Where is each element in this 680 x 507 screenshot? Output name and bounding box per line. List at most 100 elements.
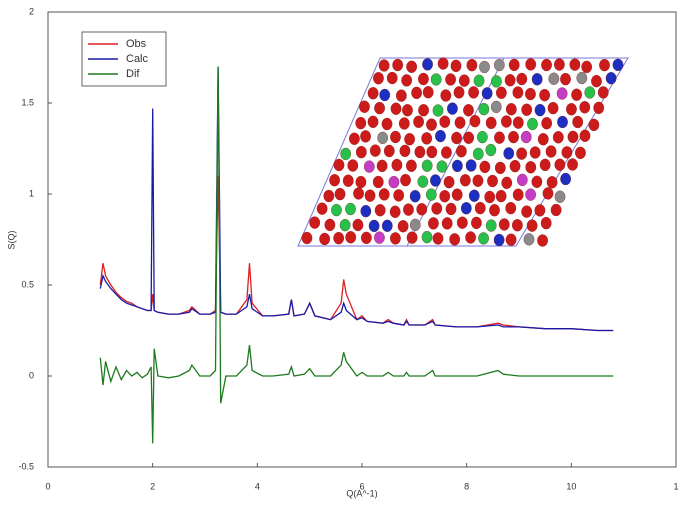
atom [390, 232, 401, 245]
atom [505, 233, 517, 246]
atom [485, 116, 497, 130]
atom [509, 159, 521, 173]
atom [505, 202, 517, 215]
atom [319, 232, 330, 246]
atom [548, 72, 560, 85]
atom [556, 87, 568, 100]
atom [309, 216, 321, 229]
atom [367, 87, 379, 100]
atom [360, 205, 372, 218]
atom [339, 219, 351, 232]
atom [554, 158, 566, 171]
atom [456, 145, 467, 158]
atom [373, 72, 384, 85]
atom [360, 130, 371, 143]
atom [393, 189, 405, 202]
atom [329, 174, 340, 187]
atom [534, 103, 546, 117]
x-tick-label: 10 [566, 481, 576, 491]
atom [379, 88, 391, 102]
atom [566, 103, 577, 116]
atom [417, 175, 429, 188]
atom [340, 147, 352, 161]
atom [402, 104, 413, 117]
atom [426, 145, 438, 159]
atom [398, 117, 410, 130]
atom [381, 117, 393, 131]
x-tick-label: 8 [464, 481, 469, 491]
atom [333, 158, 345, 172]
atom [512, 86, 524, 99]
atom [439, 190, 451, 203]
atom [554, 190, 566, 203]
atom [409, 190, 421, 203]
atom [529, 146, 541, 159]
atom [527, 117, 538, 131]
atom [521, 103, 533, 116]
atom [552, 131, 564, 144]
atom [426, 118, 437, 131]
atom [493, 58, 505, 72]
atom [591, 75, 602, 88]
atom [605, 72, 617, 85]
atom [523, 233, 535, 246]
atom [567, 158, 578, 171]
atom [456, 216, 468, 229]
atom [503, 147, 515, 160]
atom [539, 89, 550, 102]
atom [560, 172, 571, 186]
atom [560, 72, 571, 86]
atom [579, 101, 591, 114]
atom [449, 233, 460, 246]
atom [388, 175, 400, 189]
atom [516, 173, 528, 187]
atom [567, 130, 579, 144]
atom [347, 159, 359, 172]
atom [374, 101, 385, 115]
atom [540, 216, 552, 230]
atom [439, 115, 451, 128]
atom [485, 143, 497, 157]
atom [441, 217, 453, 230]
atom [435, 129, 446, 143]
atom [534, 204, 546, 217]
y-tick-label: 0.5 [21, 279, 34, 289]
atom [485, 219, 497, 232]
atom [493, 233, 505, 247]
atom [463, 131, 475, 144]
atom [369, 144, 381, 157]
atom [508, 130, 519, 144]
atom [376, 159, 388, 173]
atom [447, 102, 458, 115]
atom [404, 133, 415, 146]
legend: Obs Calc Dif [81, 31, 167, 87]
atom [526, 219, 538, 232]
atom [367, 115, 379, 128]
atom [521, 205, 533, 218]
atom [512, 219, 523, 232]
atom [432, 232, 444, 245]
atom [537, 234, 548, 247]
atom [541, 58, 552, 72]
atom [361, 231, 372, 245]
atom [525, 58, 537, 71]
x-axis-label: Q(A^-1) [346, 488, 377, 498]
atom [554, 58, 565, 71]
atom [504, 74, 516, 87]
atom [401, 74, 413, 87]
atom [612, 58, 624, 71]
legend-label: Obs [126, 38, 147, 50]
atom [520, 130, 532, 144]
atom [374, 231, 385, 244]
atom [430, 174, 441, 187]
atom [443, 175, 455, 189]
y-tick-label: 1 [29, 188, 34, 198]
atom [545, 145, 557, 158]
atom [441, 146, 452, 159]
atom [501, 176, 513, 189]
atom [465, 159, 477, 172]
atom [389, 205, 401, 218]
atom [463, 104, 474, 117]
atom [599, 58, 610, 72]
